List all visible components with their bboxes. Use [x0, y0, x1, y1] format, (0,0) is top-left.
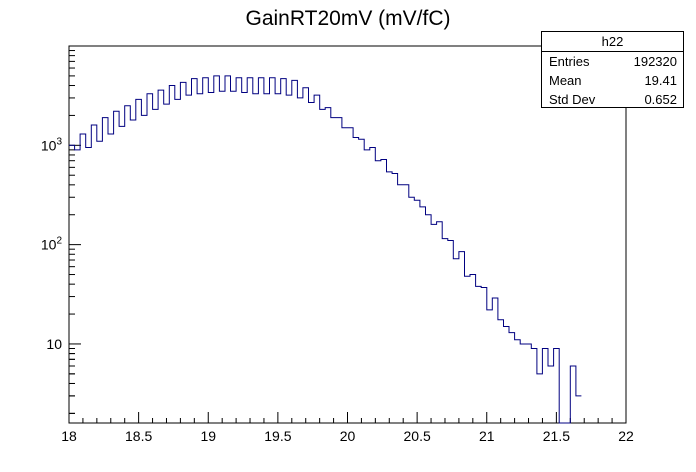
- x-tick-label: 20.5: [404, 428, 431, 444]
- x-tick-label: 22: [618, 428, 634, 444]
- stats-box: h22 Entries 192320 Mean 19.41 Std Dev 0.…: [541, 31, 684, 108]
- x-tick-label: 19.5: [264, 428, 291, 444]
- y-tick-label: 10: [46, 336, 62, 352]
- stats-row-mean: Mean 19.41: [542, 71, 683, 90]
- histogram-line: [69, 75, 582, 424]
- x-tick-label: 18.5: [125, 428, 152, 444]
- x-tick-label: 19: [200, 428, 216, 444]
- stats-row-stddev: Std Dev 0.652: [542, 90, 683, 109]
- axis-ticks: [68, 50, 627, 423]
- stats-label: Entries: [549, 54, 590, 69]
- stats-label: Mean: [549, 73, 582, 88]
- chart-title: GainRT20mV (mV/fC): [246, 7, 451, 30]
- stats-value: 192320: [633, 54, 677, 69]
- stats-value: 0.652: [644, 92, 677, 107]
- x-tick-label: 18: [61, 428, 77, 444]
- stats-title: h22: [542, 32, 683, 52]
- x-tick-label: 21: [479, 428, 495, 444]
- x-tick-label: 20: [340, 428, 356, 444]
- x-tick-label: 21.5: [543, 428, 570, 444]
- stats-row-entries: Entries 192320: [542, 52, 683, 71]
- stats-label: Std Dev: [549, 92, 596, 107]
- stats-value: 19.41: [644, 73, 677, 88]
